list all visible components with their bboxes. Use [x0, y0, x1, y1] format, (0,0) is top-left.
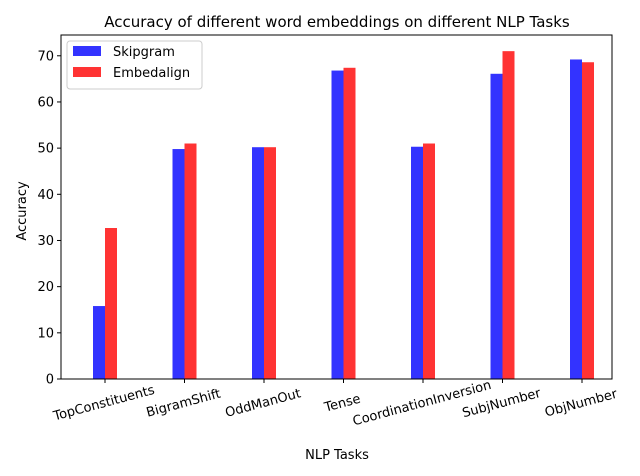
legend-label-embedalign: Embedalign — [113, 66, 190, 81]
x-axis-label: NLP Tasks — [305, 448, 369, 463]
bar-skipgram-subjnumber — [490, 73, 503, 380]
bar-embedalign-tense — [343, 67, 356, 380]
bar-skipgram-topconstituents — [93, 306, 105, 379]
y-axis: 0 10 20 30 40 50 60 70 — [37, 49, 61, 388]
x-tick-label: ObjNumber — [543, 387, 619, 421]
y-tick-label: 70 — [37, 49, 54, 64]
bar-embedalign-oddmanout — [264, 147, 276, 379]
legend: Skipgram Embedalign — [66, 40, 203, 90]
bar-embedalign-topconstituents — [105, 228, 117, 379]
legend-swatch-skipgram — [73, 46, 101, 56]
x-tick-label: TopConstituents — [51, 383, 157, 425]
bar-skipgram-coordinationinversion — [411, 146, 423, 379]
bar-embedalign-coordinationinversion — [423, 143, 435, 379]
y-tick-label: 0 — [46, 373, 54, 388]
y-tick-label: 50 — [37, 142, 54, 157]
bar-embedalign-bigramshift — [184, 143, 197, 379]
y-tick-label: 60 — [37, 95, 54, 110]
legend-label-skipgram: Skipgram — [113, 45, 175, 60]
chart-title: Accuracy of different word embeddings on… — [104, 13, 570, 31]
plot-frame — [60, 34, 613, 380]
bar-embedalign-subjnumber — [502, 51, 515, 380]
legend-swatch-embedalign — [73, 67, 101, 77]
bar-embedalign-objnumber — [582, 62, 594, 380]
x-tick-label: Tense — [322, 392, 362, 416]
x-tick-label: BigramShift — [145, 386, 223, 420]
bar-skipgram-tense — [331, 70, 344, 380]
y-tick-label: 20 — [37, 280, 54, 295]
y-tick-label: 40 — [37, 188, 54, 203]
y-tick-label: 30 — [37, 234, 54, 249]
bar-skipgram-oddmanout — [252, 147, 264, 379]
x-tick-label: OddManOut — [224, 386, 303, 421]
y-tick-label: 10 — [37, 326, 54, 341]
bar-skipgram-bigramshift — [172, 149, 185, 379]
bar-skipgram-objnumber — [570, 59, 582, 380]
plot-area — [93, 51, 594, 380]
y-axis-label: Accuracy — [15, 181, 30, 241]
